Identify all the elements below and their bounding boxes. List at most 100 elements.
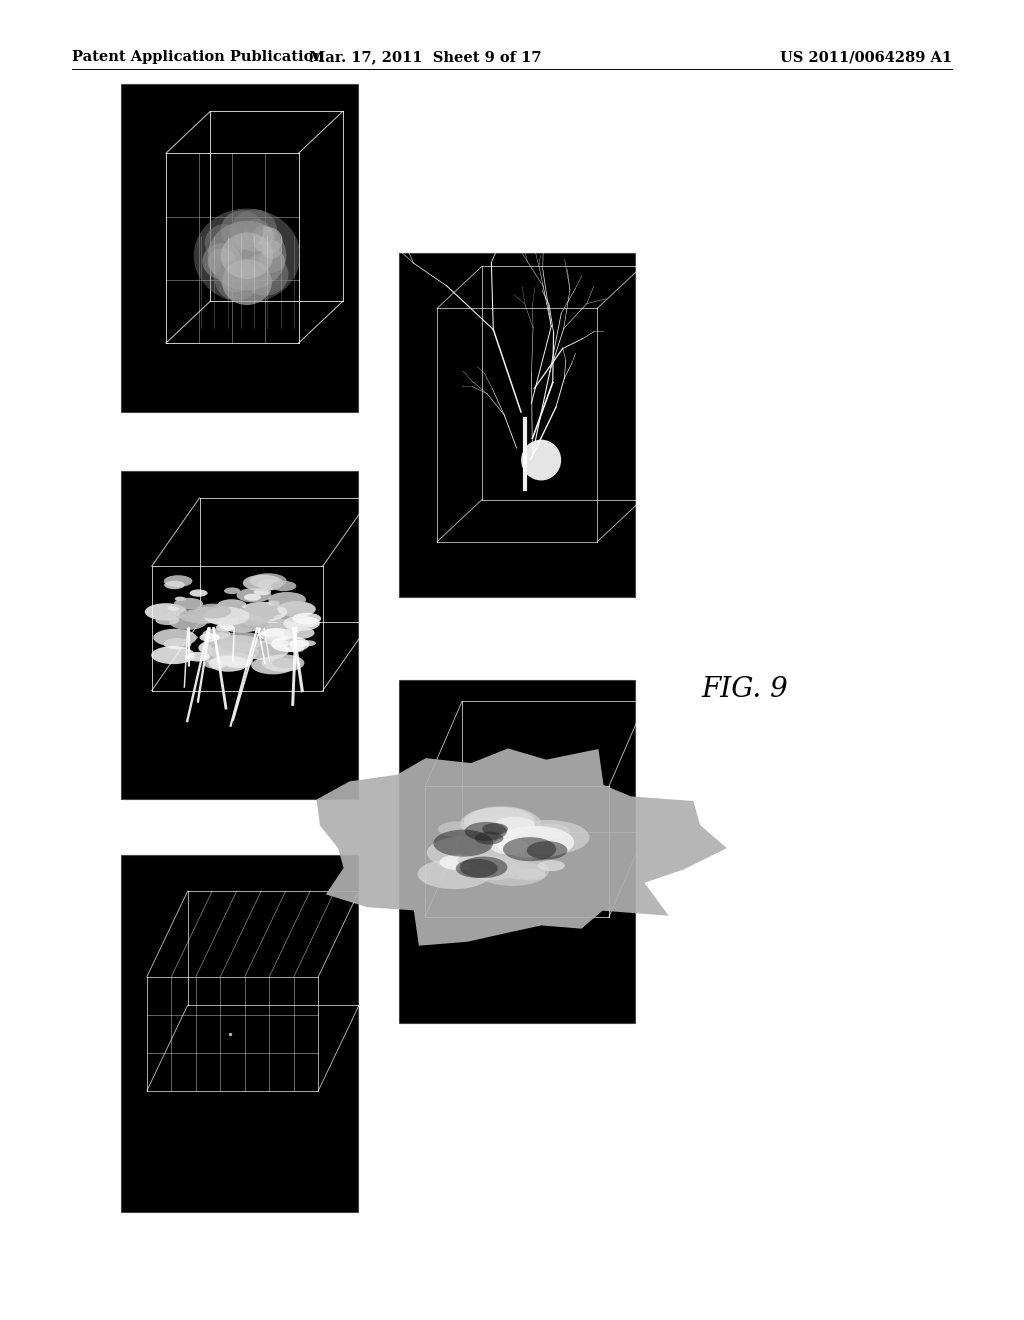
Ellipse shape (200, 634, 220, 642)
Ellipse shape (167, 606, 179, 611)
Ellipse shape (164, 576, 193, 587)
Bar (121, 84, 358, 412)
Ellipse shape (164, 638, 191, 649)
Ellipse shape (526, 841, 567, 859)
Ellipse shape (476, 855, 549, 886)
Ellipse shape (209, 656, 248, 672)
Ellipse shape (261, 240, 282, 259)
Ellipse shape (427, 836, 508, 870)
Ellipse shape (296, 618, 319, 627)
Bar (121, 855, 358, 1212)
Ellipse shape (289, 640, 307, 648)
Ellipse shape (233, 611, 251, 619)
Ellipse shape (490, 838, 528, 854)
Ellipse shape (284, 627, 314, 639)
Ellipse shape (293, 610, 303, 614)
Ellipse shape (194, 209, 300, 304)
Ellipse shape (464, 808, 535, 837)
Ellipse shape (215, 260, 259, 301)
Ellipse shape (244, 219, 270, 244)
Ellipse shape (254, 619, 301, 638)
Ellipse shape (184, 609, 222, 624)
Ellipse shape (222, 259, 272, 305)
Ellipse shape (156, 615, 179, 626)
Ellipse shape (516, 869, 546, 880)
Ellipse shape (472, 814, 534, 840)
Ellipse shape (203, 628, 230, 640)
Ellipse shape (460, 807, 542, 841)
Ellipse shape (207, 642, 216, 645)
Ellipse shape (268, 591, 306, 607)
Ellipse shape (244, 649, 256, 655)
Text: FIG. 9: FIG. 9 (701, 676, 788, 702)
Ellipse shape (244, 655, 253, 659)
Ellipse shape (278, 601, 315, 616)
Ellipse shape (219, 635, 261, 652)
Ellipse shape (217, 599, 247, 611)
Ellipse shape (495, 817, 535, 833)
Polygon shape (316, 748, 727, 945)
Ellipse shape (224, 587, 241, 594)
Ellipse shape (271, 581, 296, 591)
Ellipse shape (217, 607, 227, 611)
Ellipse shape (205, 224, 245, 261)
Ellipse shape (242, 640, 289, 660)
Bar (399, 253, 635, 597)
Ellipse shape (253, 227, 283, 253)
Ellipse shape (218, 652, 253, 667)
Ellipse shape (456, 859, 498, 878)
Ellipse shape (242, 253, 289, 296)
Ellipse shape (229, 222, 249, 240)
Ellipse shape (220, 632, 264, 649)
Text: US 2011/0064289 A1: US 2011/0064289 A1 (780, 50, 952, 65)
Ellipse shape (204, 607, 250, 626)
Ellipse shape (209, 603, 245, 619)
Ellipse shape (237, 589, 271, 602)
Ellipse shape (164, 581, 184, 589)
Ellipse shape (200, 611, 211, 616)
Ellipse shape (505, 820, 590, 855)
Ellipse shape (231, 210, 278, 252)
Ellipse shape (175, 597, 185, 601)
Text: Mar. 17, 2011  Sheet 9 of 17: Mar. 17, 2011 Sheet 9 of 17 (308, 50, 542, 65)
Ellipse shape (239, 618, 268, 630)
Ellipse shape (174, 598, 203, 610)
Bar (399, 680, 635, 1023)
Ellipse shape (475, 832, 504, 845)
Ellipse shape (272, 640, 290, 647)
Ellipse shape (221, 210, 263, 249)
Ellipse shape (203, 243, 242, 280)
Ellipse shape (144, 603, 187, 620)
Ellipse shape (152, 645, 196, 664)
Ellipse shape (465, 822, 507, 841)
Ellipse shape (257, 579, 283, 590)
Ellipse shape (205, 651, 240, 665)
Ellipse shape (179, 610, 210, 622)
Ellipse shape (154, 628, 197, 647)
Ellipse shape (250, 573, 287, 589)
Ellipse shape (272, 657, 298, 668)
Ellipse shape (208, 220, 287, 290)
Ellipse shape (438, 821, 476, 837)
Ellipse shape (208, 612, 220, 618)
Text: Patent Application Publication: Patent Application Publication (72, 50, 324, 65)
Ellipse shape (211, 635, 257, 655)
Ellipse shape (254, 589, 271, 595)
Ellipse shape (293, 612, 322, 624)
Ellipse shape (166, 642, 179, 647)
Ellipse shape (262, 655, 304, 672)
Ellipse shape (439, 854, 478, 870)
Ellipse shape (195, 603, 231, 619)
Ellipse shape (532, 824, 570, 840)
Ellipse shape (211, 642, 259, 663)
Ellipse shape (538, 861, 565, 871)
Ellipse shape (207, 609, 248, 626)
Ellipse shape (503, 862, 546, 880)
Ellipse shape (287, 616, 299, 622)
Ellipse shape (243, 574, 283, 591)
Ellipse shape (259, 628, 293, 642)
Ellipse shape (196, 607, 218, 615)
Ellipse shape (169, 615, 207, 630)
Ellipse shape (251, 656, 295, 675)
Ellipse shape (239, 602, 287, 622)
